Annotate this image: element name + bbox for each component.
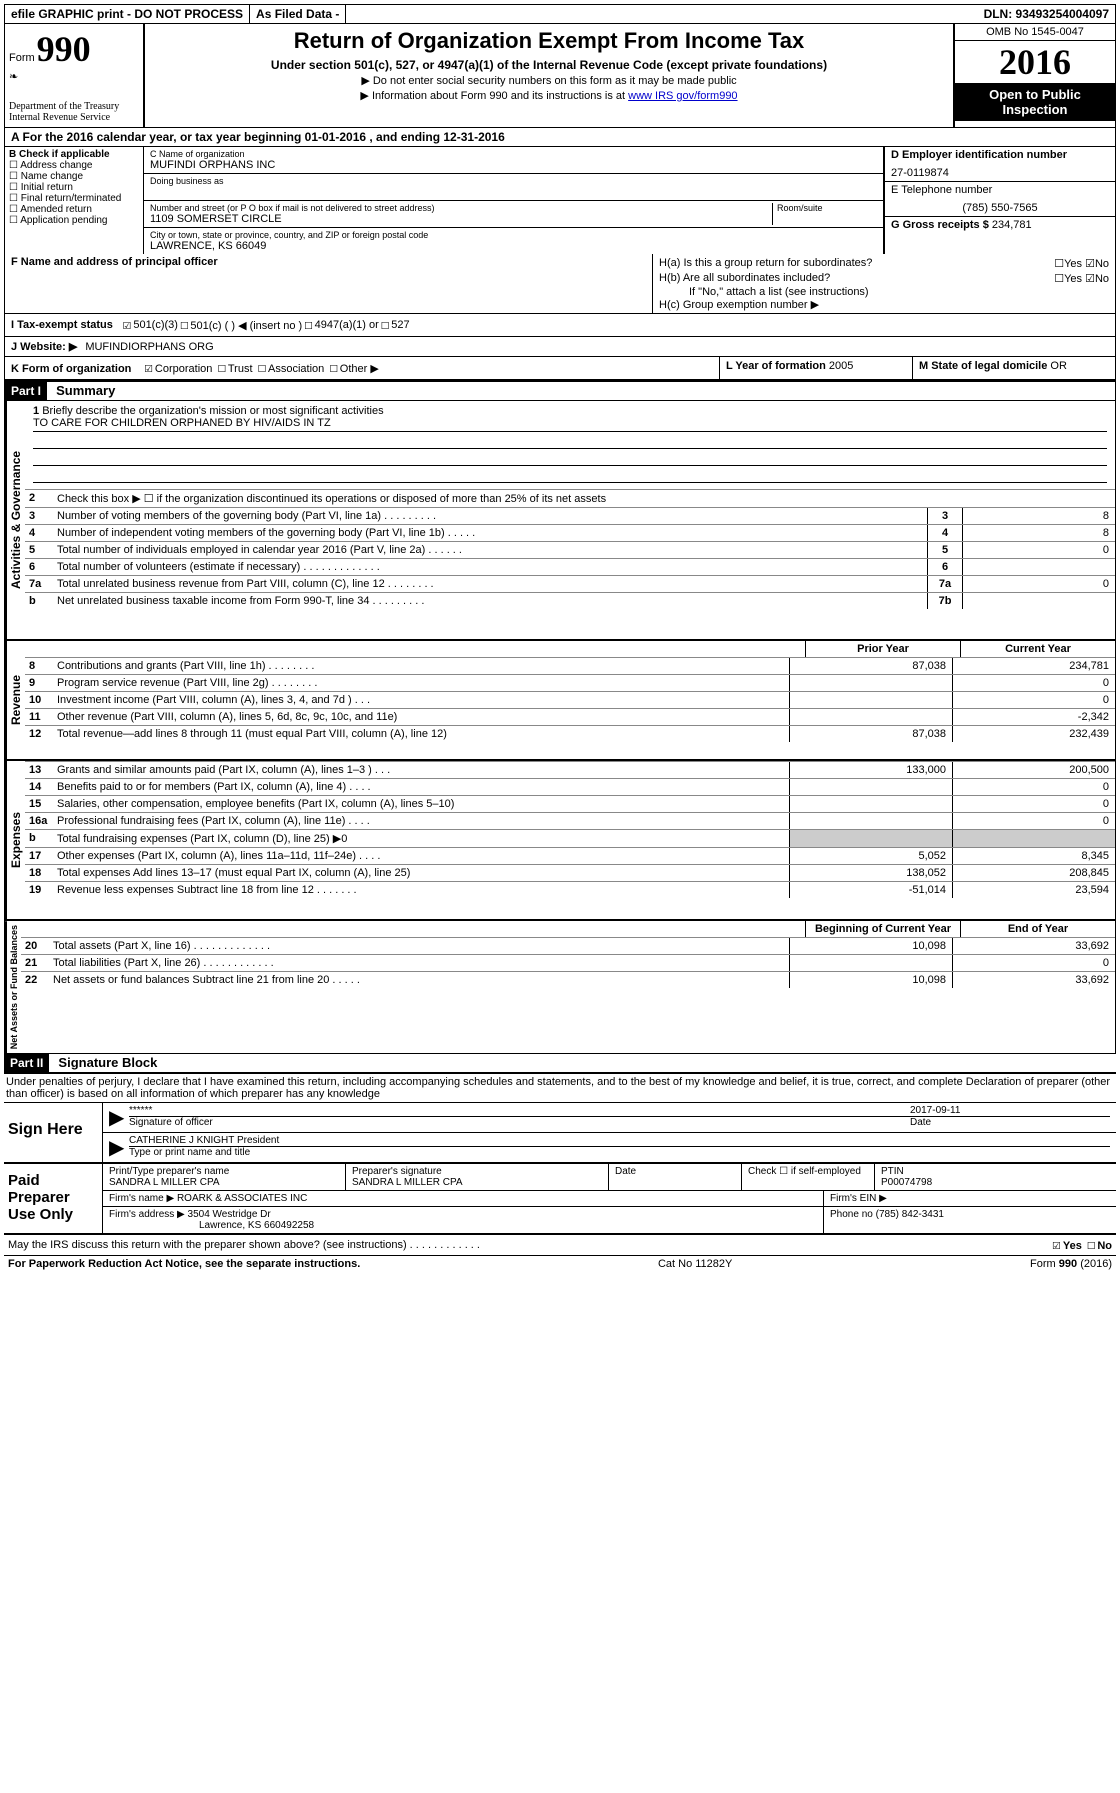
- website: MUFINDIORPHANS ORG: [85, 341, 213, 353]
- top-bar: efile GRAPHIC print - DO NOT PROCESS As …: [4, 4, 1116, 24]
- side-net-assets: Net Assets or Fund Balances: [5, 921, 21, 1053]
- irs-link[interactable]: www IRS gov/form990: [628, 90, 737, 102]
- cb-527[interactable]: ☐: [381, 317, 389, 333]
- cb-address[interactable]: ☐ Address change: [9, 160, 139, 171]
- table-row: 16aProfessional fundraising fees (Part I…: [25, 812, 1115, 829]
- line-j: J Website: ▶ MUFINDIORPHANS ORG: [4, 337, 1116, 357]
- main-title: Return of Organization Exempt From Incom…: [153, 28, 945, 54]
- firm-address: 3504 Westridge Dr: [188, 1209, 271, 1220]
- cb-amended[interactable]: ☐ Amended return: [9, 204, 139, 215]
- side-revenue: Revenue: [5, 641, 25, 759]
- treasury-dept: Department of the Treasury: [9, 101, 139, 112]
- cb-501c3[interactable]: ☑: [123, 317, 131, 333]
- preparer-sig: SANDRA L MILLER CPA: [352, 1177, 602, 1188]
- tax-year: 2016: [955, 41, 1115, 83]
- dln: DLN: 93493254004097: [978, 5, 1115, 23]
- subtitle: Under section 501(c), 527, or 4947(a)(1)…: [153, 58, 945, 72]
- table-row: 15Salaries, other compensation, employee…: [25, 795, 1115, 812]
- firm-name: ROARK & ASSOCIATES INC: [177, 1193, 307, 1204]
- cb-other[interactable]: ☐: [329, 360, 337, 376]
- recycle-icon: ❧: [9, 70, 139, 83]
- section-fh: F Name and address of principal officer …: [4, 254, 1116, 314]
- sign-arrow-icon-2: ▶: [109, 1135, 129, 1160]
- line-i: I Tax-exempt status ☑501(c)(3) ☐501(c) (…: [4, 314, 1116, 337]
- efile-notice: efile GRAPHIC print - DO NOT PROCESS: [5, 5, 250, 23]
- row-klm: K Form of organization ☑Corporation ☐Tru…: [4, 357, 1116, 380]
- table-row: 17Other expenses (Part IX, column (A), l…: [25, 847, 1115, 864]
- info-note: ▶ Information about Form 990 and its ins…: [153, 89, 945, 102]
- cb-trust[interactable]: ☐: [217, 360, 225, 376]
- cb-final[interactable]: ☐ Final return/terminated: [9, 193, 139, 204]
- cb-corp[interactable]: ☑: [144, 360, 152, 376]
- firm-phone: (785) 842-3431: [876, 1209, 944, 1220]
- cb-name[interactable]: ☐ Name change: [9, 171, 139, 182]
- table-row: 22Net assets or fund balances Subtract l…: [21, 971, 1115, 988]
- cb-pending[interactable]: ☐ Application pending: [9, 215, 139, 226]
- section-bcd: B Check if applicable ☐ Address change ☐…: [4, 147, 1116, 254]
- table-row: bTotal fundraising expenses (Part IX, co…: [25, 829, 1115, 847]
- ssn-note: ▶ Do not enter social security numbers o…: [153, 74, 945, 87]
- paid-preparer-section: Paid Preparer Use Only Print/Type prepar…: [4, 1162, 1116, 1235]
- ptin: P00074798: [881, 1177, 1110, 1188]
- penalty-statement: Under penalties of perjury, I declare th…: [4, 1072, 1116, 1102]
- cb-initial[interactable]: ☐ Initial return: [9, 182, 139, 193]
- part-2: Part II Signature Block Under penalties …: [4, 1054, 1116, 1272]
- as-filed: As Filed Data -: [250, 5, 346, 23]
- col-d-ein: D Employer identification number 27-0119…: [883, 147, 1115, 254]
- officer-name: CATHERINE J KNIGHT President: [129, 1135, 1110, 1146]
- mission-text: TO CARE FOR CHILDREN ORPHANED BY HIV/AID…: [33, 417, 1107, 432]
- irs-label: Internal Revenue Service: [9, 112, 139, 123]
- ein: 27-0119874: [891, 167, 1109, 179]
- cb-501c[interactable]: ☐: [180, 317, 188, 333]
- sign-arrow-icon: ▶: [109, 1105, 129, 1130]
- table-row: 20Total assets (Part X, line 16) . . . .…: [21, 937, 1115, 954]
- form-ref: Form 990 (2016): [1030, 1258, 1112, 1270]
- col-b-check: B Check if applicable ☐ Address change ☐…: [5, 147, 144, 254]
- form-label: Form: [9, 52, 35, 64]
- table-row: 14Benefits paid to or for members (Part …: [25, 778, 1115, 795]
- preparer-name: SANDRA L MILLER CPA: [109, 1177, 339, 1188]
- org-name: MUFINDI ORPHANS INC: [150, 159, 877, 171]
- side-expenses: Expenses: [5, 761, 25, 919]
- row-a-tax-year: A For the 2016 calendar year, or tax yea…: [4, 128, 1116, 147]
- table-row: 12Total revenue—add lines 8 through 11 (…: [25, 725, 1115, 742]
- cb-assoc[interactable]: ☐: [258, 360, 266, 376]
- table-row: 9Program service revenue (Part VIII, lin…: [25, 674, 1115, 691]
- table-row: 18Total expenses Add lines 13–17 (must e…: [25, 864, 1115, 881]
- sign-here-section: Sign Here ▶ ****** Signature of officer …: [4, 1102, 1116, 1162]
- table-row: 10Investment income (Part VIII, column (…: [25, 691, 1115, 708]
- cb-discuss-no[interactable]: ☐: [1087, 1237, 1095, 1253]
- table-row: 19Revenue less expenses Subtract line 18…: [25, 881, 1115, 898]
- form-header: Form 990 ❧ Department of the Treasury In…: [4, 24, 1116, 128]
- org-address: 1109 SOMERSET CIRCLE: [150, 213, 772, 225]
- table-row: 21Total liabilities (Part X, line 26) . …: [21, 954, 1115, 971]
- table-row: 8Contributions and grants (Part VIII, li…: [25, 657, 1115, 674]
- omb-number: OMB No 1545-0047: [955, 24, 1115, 41]
- cb-discuss-yes[interactable]: ☑: [1052, 1237, 1060, 1253]
- gross-receipts: 234,781: [992, 219, 1032, 231]
- inspection-notice: Open to Public Inspection: [955, 83, 1115, 121]
- form-number: 990: [37, 28, 91, 70]
- part-1: Part I Summary Activities & Governance 1…: [4, 380, 1116, 1054]
- phone: (785) 550-7565: [891, 202, 1109, 214]
- table-row: 13Grants and similar amounts paid (Part …: [25, 761, 1115, 778]
- side-governance: Activities & Governance: [5, 401, 25, 639]
- org-city: LAWRENCE, KS 66049: [150, 240, 877, 252]
- col-c-org: C Name of organization MUFINDI ORPHANS I…: [144, 147, 883, 254]
- sign-date: 2017-09-11: [910, 1105, 1110, 1116]
- cb-4947[interactable]: ☐: [304, 317, 312, 333]
- table-row: 11Other revenue (Part VIII, column (A), …: [25, 708, 1115, 725]
